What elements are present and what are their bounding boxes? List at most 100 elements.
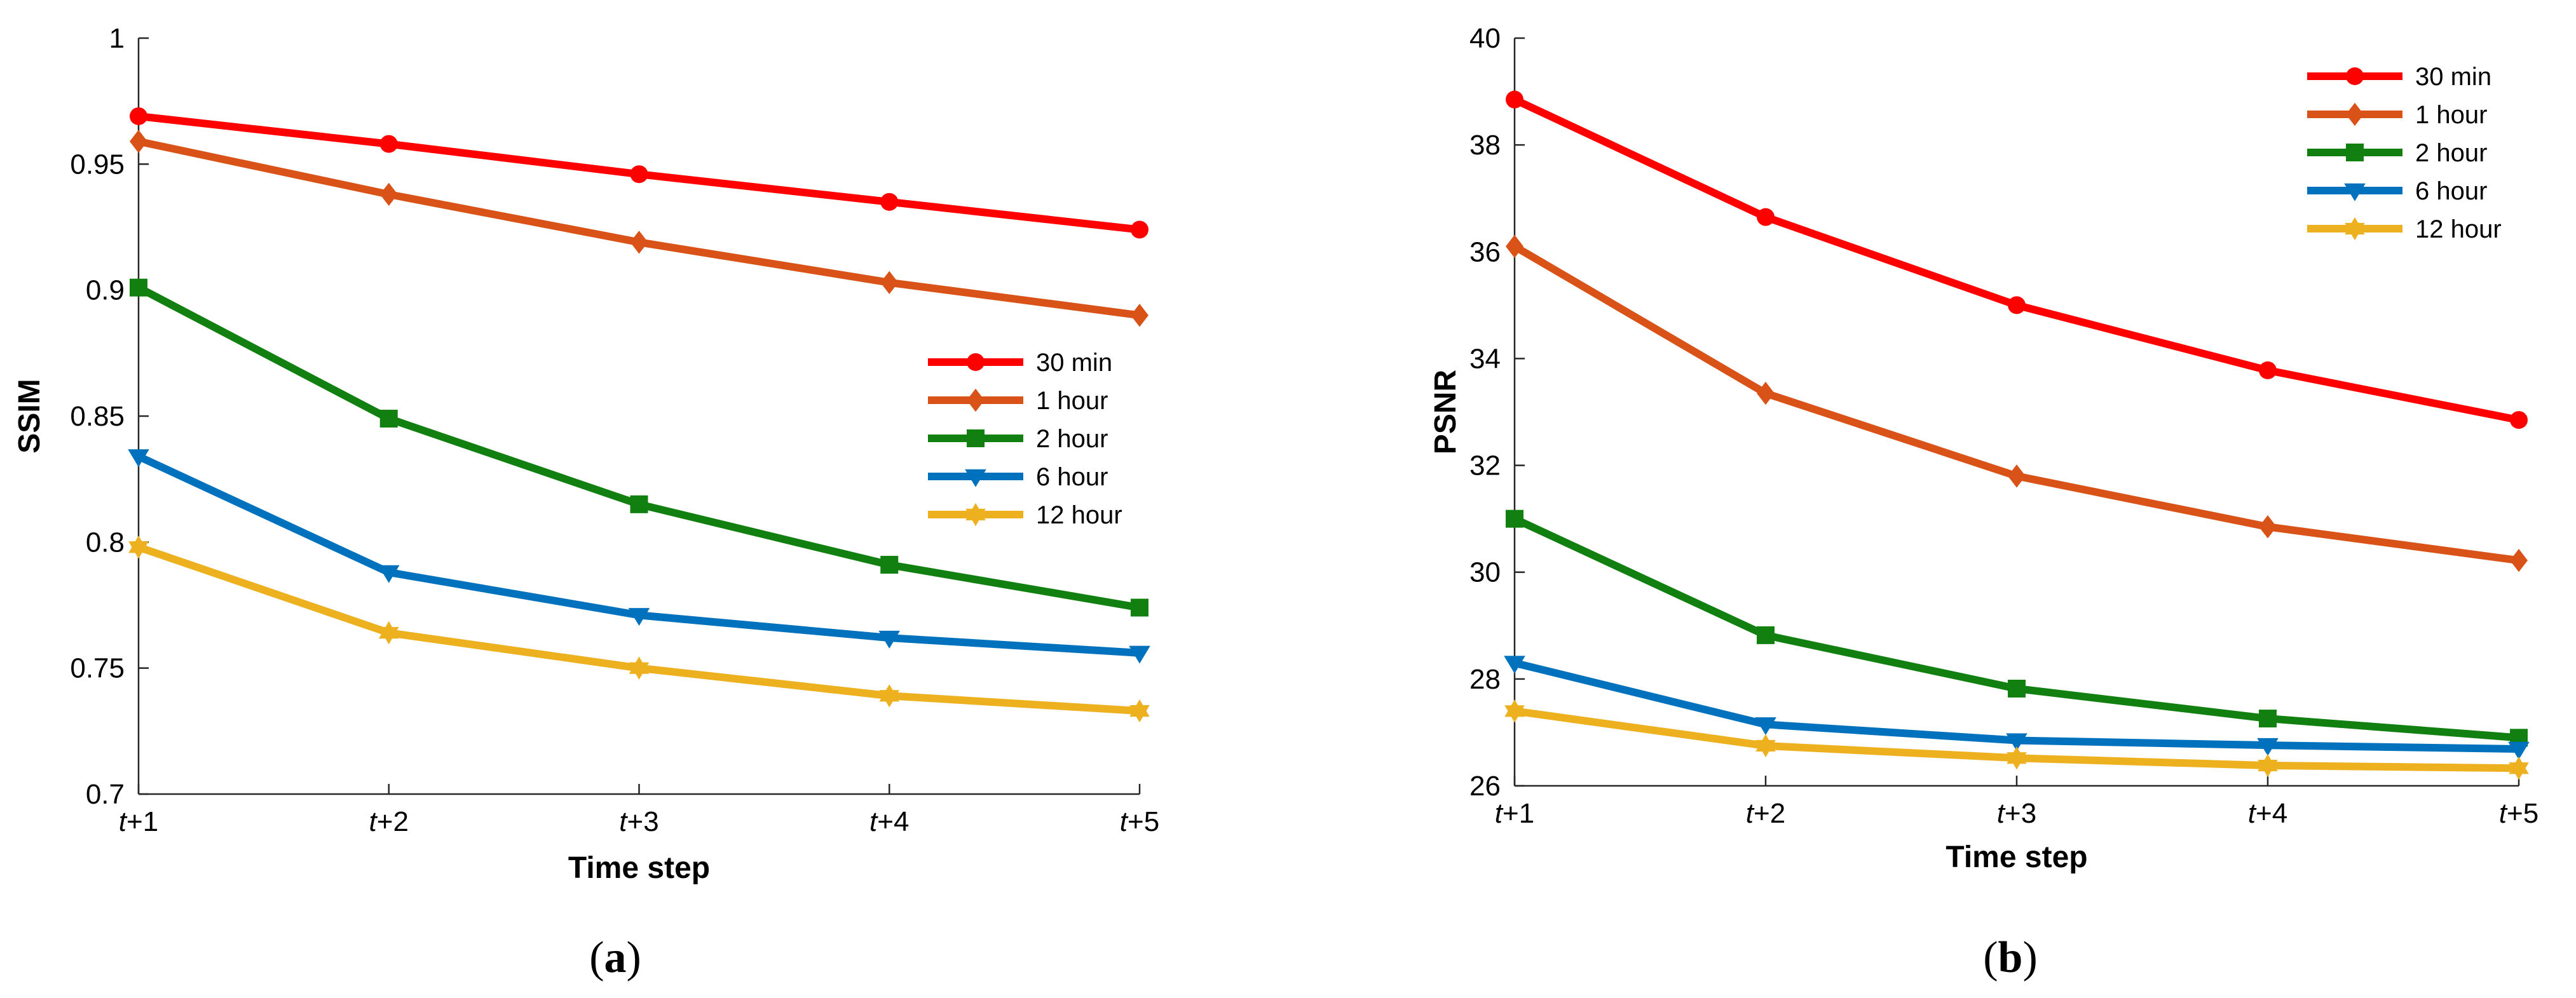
data-point [2258, 753, 2278, 778]
legend: 30 min 1 hour 2 hour 6 hour 12 hour [928, 349, 1122, 529]
x-tick-label: t+1 [119, 806, 158, 837]
data-point [130, 130, 147, 153]
series-line [1511, 515, 2523, 742]
legend-marker [967, 388, 985, 412]
legend-label: 12 hour [2415, 215, 2502, 243]
data-point [879, 684, 900, 708]
data-point [1129, 699, 1150, 723]
series-6-hour [128, 449, 1150, 664]
series-30-min [130, 107, 1148, 239]
data-point [128, 536, 149, 559]
legend-marker [2346, 144, 2364, 161]
data-point [1504, 656, 1525, 674]
y-tick-label: 34 [1469, 343, 1501, 374]
data-point [2008, 464, 2026, 488]
series-2-hour [1506, 509, 2528, 747]
series-1-hour [1506, 234, 2528, 572]
legend-marker [2346, 102, 2364, 126]
legend-marker [965, 502, 986, 527]
legend-item: 12 hour [2307, 215, 2502, 243]
x-tick-label: t+4 [2248, 798, 2287, 829]
series-line [1511, 242, 2523, 565]
x-tick-label: t+2 [369, 806, 409, 837]
data-point [2259, 710, 2277, 728]
data-point [379, 135, 398, 153]
data-point [378, 565, 400, 583]
data-point [2259, 515, 2277, 539]
y-tick-label: 0.8 [86, 527, 125, 558]
x-tick-label: t+2 [1746, 798, 1785, 829]
data-point [630, 495, 648, 513]
legend: 30 min 1 hour 2 hour 6 hour 12 hour [2307, 63, 2502, 243]
legend-item: 6 hour [928, 463, 1108, 491]
x-tick-label: t+1 [1495, 798, 1534, 829]
series-2-hour [130, 278, 1148, 617]
data-point [1131, 304, 1148, 327]
data-point [630, 231, 648, 254]
y-tick-label: 40 [1469, 23, 1501, 54]
y-tick-label: 0.7 [86, 779, 125, 810]
y-tick-label: 38 [1469, 130, 1501, 161]
data-point [2510, 549, 2528, 572]
data-point [880, 192, 899, 211]
data-point [1504, 699, 1525, 723]
data-point [1506, 90, 1523, 109]
y-tick-label: 0.95 [70, 149, 125, 180]
data-point [130, 107, 147, 125]
data-point [1755, 734, 1776, 758]
legend-label: 12 hour [1036, 501, 1122, 529]
legend-item: 2 hour [2307, 139, 2487, 167]
panel-caption: (a) [589, 933, 641, 982]
data-point [379, 182, 398, 206]
data-point [880, 271, 899, 294]
legend-label: 30 min [1036, 349, 1112, 377]
data-point [1131, 220, 1148, 239]
legend-marker [2346, 67, 2364, 85]
y-tick-label: 0.75 [70, 653, 125, 684]
data-point [1129, 645, 1150, 664]
data-point [130, 278, 147, 297]
data-point [630, 165, 648, 184]
data-point [2008, 296, 2026, 314]
y-tick-label: 1 [109, 23, 125, 54]
legend-marker [965, 469, 986, 487]
y-tick-label: 0.9 [86, 275, 125, 306]
legend-label: 1 hour [1036, 387, 1108, 415]
series-line [1511, 95, 2523, 424]
data-point [880, 556, 899, 574]
data-point [2509, 757, 2529, 780]
data-point [1131, 598, 1148, 617]
data-point [1506, 509, 1523, 528]
legend-label: 6 hour [1036, 463, 1108, 491]
data-point [2257, 738, 2279, 756]
panel-caption: (b) [1983, 933, 2038, 982]
series-line [135, 283, 1143, 612]
legend-marker [2344, 183, 2366, 201]
y-axis-title: SSIM [13, 379, 46, 453]
x-tick-label: t+3 [619, 806, 658, 837]
legend-marker [2345, 217, 2365, 241]
legend-item: 1 hour [928, 387, 1108, 415]
data-point [378, 621, 399, 645]
x-axis-title: Time step [568, 851, 710, 885]
data-point [1757, 381, 1775, 405]
x-tick-label: t+3 [1997, 798, 2036, 829]
series-1-hour [130, 130, 1148, 327]
legend-item: 2 hour [928, 425, 1108, 453]
data-point [2510, 411, 2528, 429]
data-point [1755, 717, 1776, 736]
legend-item: 30 min [928, 349, 1112, 377]
panel-b: 26 28 30 32 34 36 38 40 t+1 t+2 t+3 t+4 t+5 Time step… [1429, 23, 2539, 982]
data-point [1757, 626, 1775, 644]
legend-item: 12 hour [928, 501, 1122, 529]
y-tick-label: 36 [1469, 236, 1501, 267]
legend-label: 2 hour [1036, 425, 1108, 453]
legend-marker [967, 429, 985, 447]
y-tick-label: 26 [1469, 771, 1501, 802]
legend-label: 2 hour [2415, 139, 2487, 167]
data-point [2008, 679, 2026, 698]
y-tick-label: 0.85 [70, 401, 125, 432]
series-12-hour [128, 536, 1150, 723]
x-tick-label: t+5 [2499, 798, 2539, 829]
